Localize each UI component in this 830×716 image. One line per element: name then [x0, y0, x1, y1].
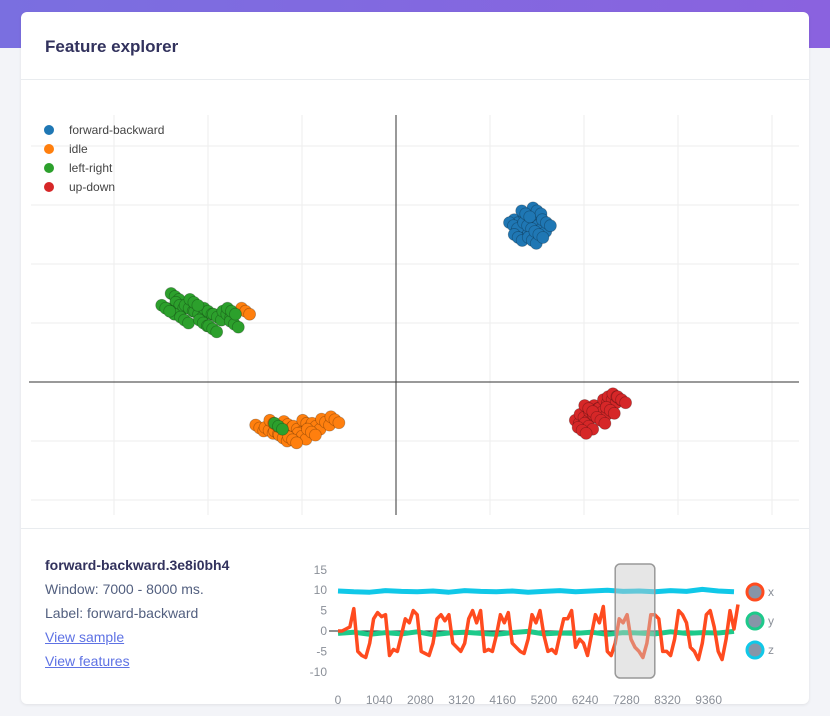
- scatter-point-left-right[interactable]: [182, 316, 195, 330]
- legend-marker-x[interactable]: [745, 582, 765, 602]
- legend-label-forward-backward[interactable]: forward-backward: [69, 123, 164, 137]
- y-tick-label: 0: [320, 624, 327, 638]
- view-features-link[interactable]: View features: [45, 653, 130, 669]
- sample-window: Window: 7000 - 8000 ms.: [45, 581, 204, 597]
- sample-title: forward-backward.3e8i0bh4: [45, 557, 229, 573]
- scatter-point-left-right[interactable]: [231, 320, 245, 334]
- scatter-point-up-down[interactable]: [619, 396, 632, 410]
- scatter-point-up-down[interactable]: [607, 406, 621, 420]
- divider: [21, 528, 809, 529]
- series-line-z: [337, 586, 735, 595]
- legend-marker-idle[interactable]: [44, 144, 54, 154]
- y-tick-label: -10: [310, 665, 328, 679]
- series-line-x: [338, 604, 740, 662]
- x-tick-label: 1040: [366, 693, 393, 704]
- legend-marker-forward-backward[interactable]: [44, 125, 54, 135]
- legend-label-up-down[interactable]: up-down: [69, 180, 115, 194]
- x-tick-label: 2080: [407, 693, 434, 704]
- scatter-point-left-right[interactable]: [163, 304, 177, 318]
- scatter-point-forward-backward[interactable]: [523, 210, 537, 224]
- legend-label-left-right[interactable]: left-right: [69, 161, 113, 175]
- x-tick-label: 6240: [572, 693, 599, 704]
- scatter-point-forward-backward[interactable]: [544, 219, 557, 233]
- y-tick-label: -5: [316, 644, 327, 658]
- scatter-point-left-right[interactable]: [229, 307, 242, 321]
- scatter-point-up-down[interactable]: [579, 426, 593, 440]
- x-tick-label: 4160: [489, 693, 516, 704]
- legend-marker-left-right[interactable]: [44, 163, 54, 173]
- scatter-point-idle[interactable]: [290, 436, 304, 450]
- x-tick-label: 7280: [613, 693, 640, 704]
- legend-label-x[interactable]: x: [768, 585, 774, 599]
- legend-label-idle[interactable]: idle: [69, 142, 88, 156]
- feature-scatter-plot[interactable]: forward-backward idle left-right up-down: [21, 79, 809, 529]
- divider: [21, 79, 809, 80]
- y-tick-label: 5: [320, 604, 327, 618]
- feature-explorer-card: Feature explorer forward-backward idle lef…: [21, 12, 809, 704]
- legend-marker-z[interactable]: [745, 640, 765, 660]
- x-tick-label: 5200: [531, 693, 558, 704]
- view-sample-link[interactable]: View sample: [45, 629, 125, 645]
- x-tick-label: 3120: [448, 693, 475, 704]
- x-tick-label: 8320: [654, 693, 681, 704]
- legend-marker-up-down[interactable]: [44, 182, 54, 192]
- card-title: Feature explorer: [45, 37, 179, 56]
- scatter-point-forward-backward[interactable]: [536, 231, 550, 244]
- scatter-point-left-right[interactable]: [191, 298, 205, 312]
- legend-label-y[interactable]: y: [768, 614, 774, 628]
- scatter-point-idle[interactable]: [243, 307, 257, 321]
- legend-marker-y[interactable]: [745, 611, 765, 631]
- x-tick-label: 9360: [695, 693, 722, 704]
- series-line-y: [337, 628, 735, 638]
- x-tick-label: 0: [335, 693, 342, 704]
- scatter-point-idle[interactable]: [332, 416, 346, 430]
- sample-id: forward-backward.3e8i0bh4: [45, 557, 230, 573]
- scatter-point-left-right[interactable]: [276, 422, 289, 436]
- sample-label: Label: forward-backward: [45, 605, 199, 621]
- scatter-point-up-down[interactable]: [598, 416, 612, 430]
- scatter-point-idle[interactable]: [308, 428, 322, 442]
- sample-timeseries-chart[interactable]: 15 10 5 0 -5 -10 0 1040 2080 3120 4160 5200 6240 7280…: [21, 528, 809, 704]
- selected-window-highlight[interactable]: [614, 563, 656, 679]
- legend-label-z[interactable]: z: [768, 643, 774, 657]
- y-tick-label: 15: [314, 563, 328, 577]
- y-tick-label: 10: [314, 583, 328, 597]
- scatter-point-left-right[interactable]: [210, 325, 224, 339]
